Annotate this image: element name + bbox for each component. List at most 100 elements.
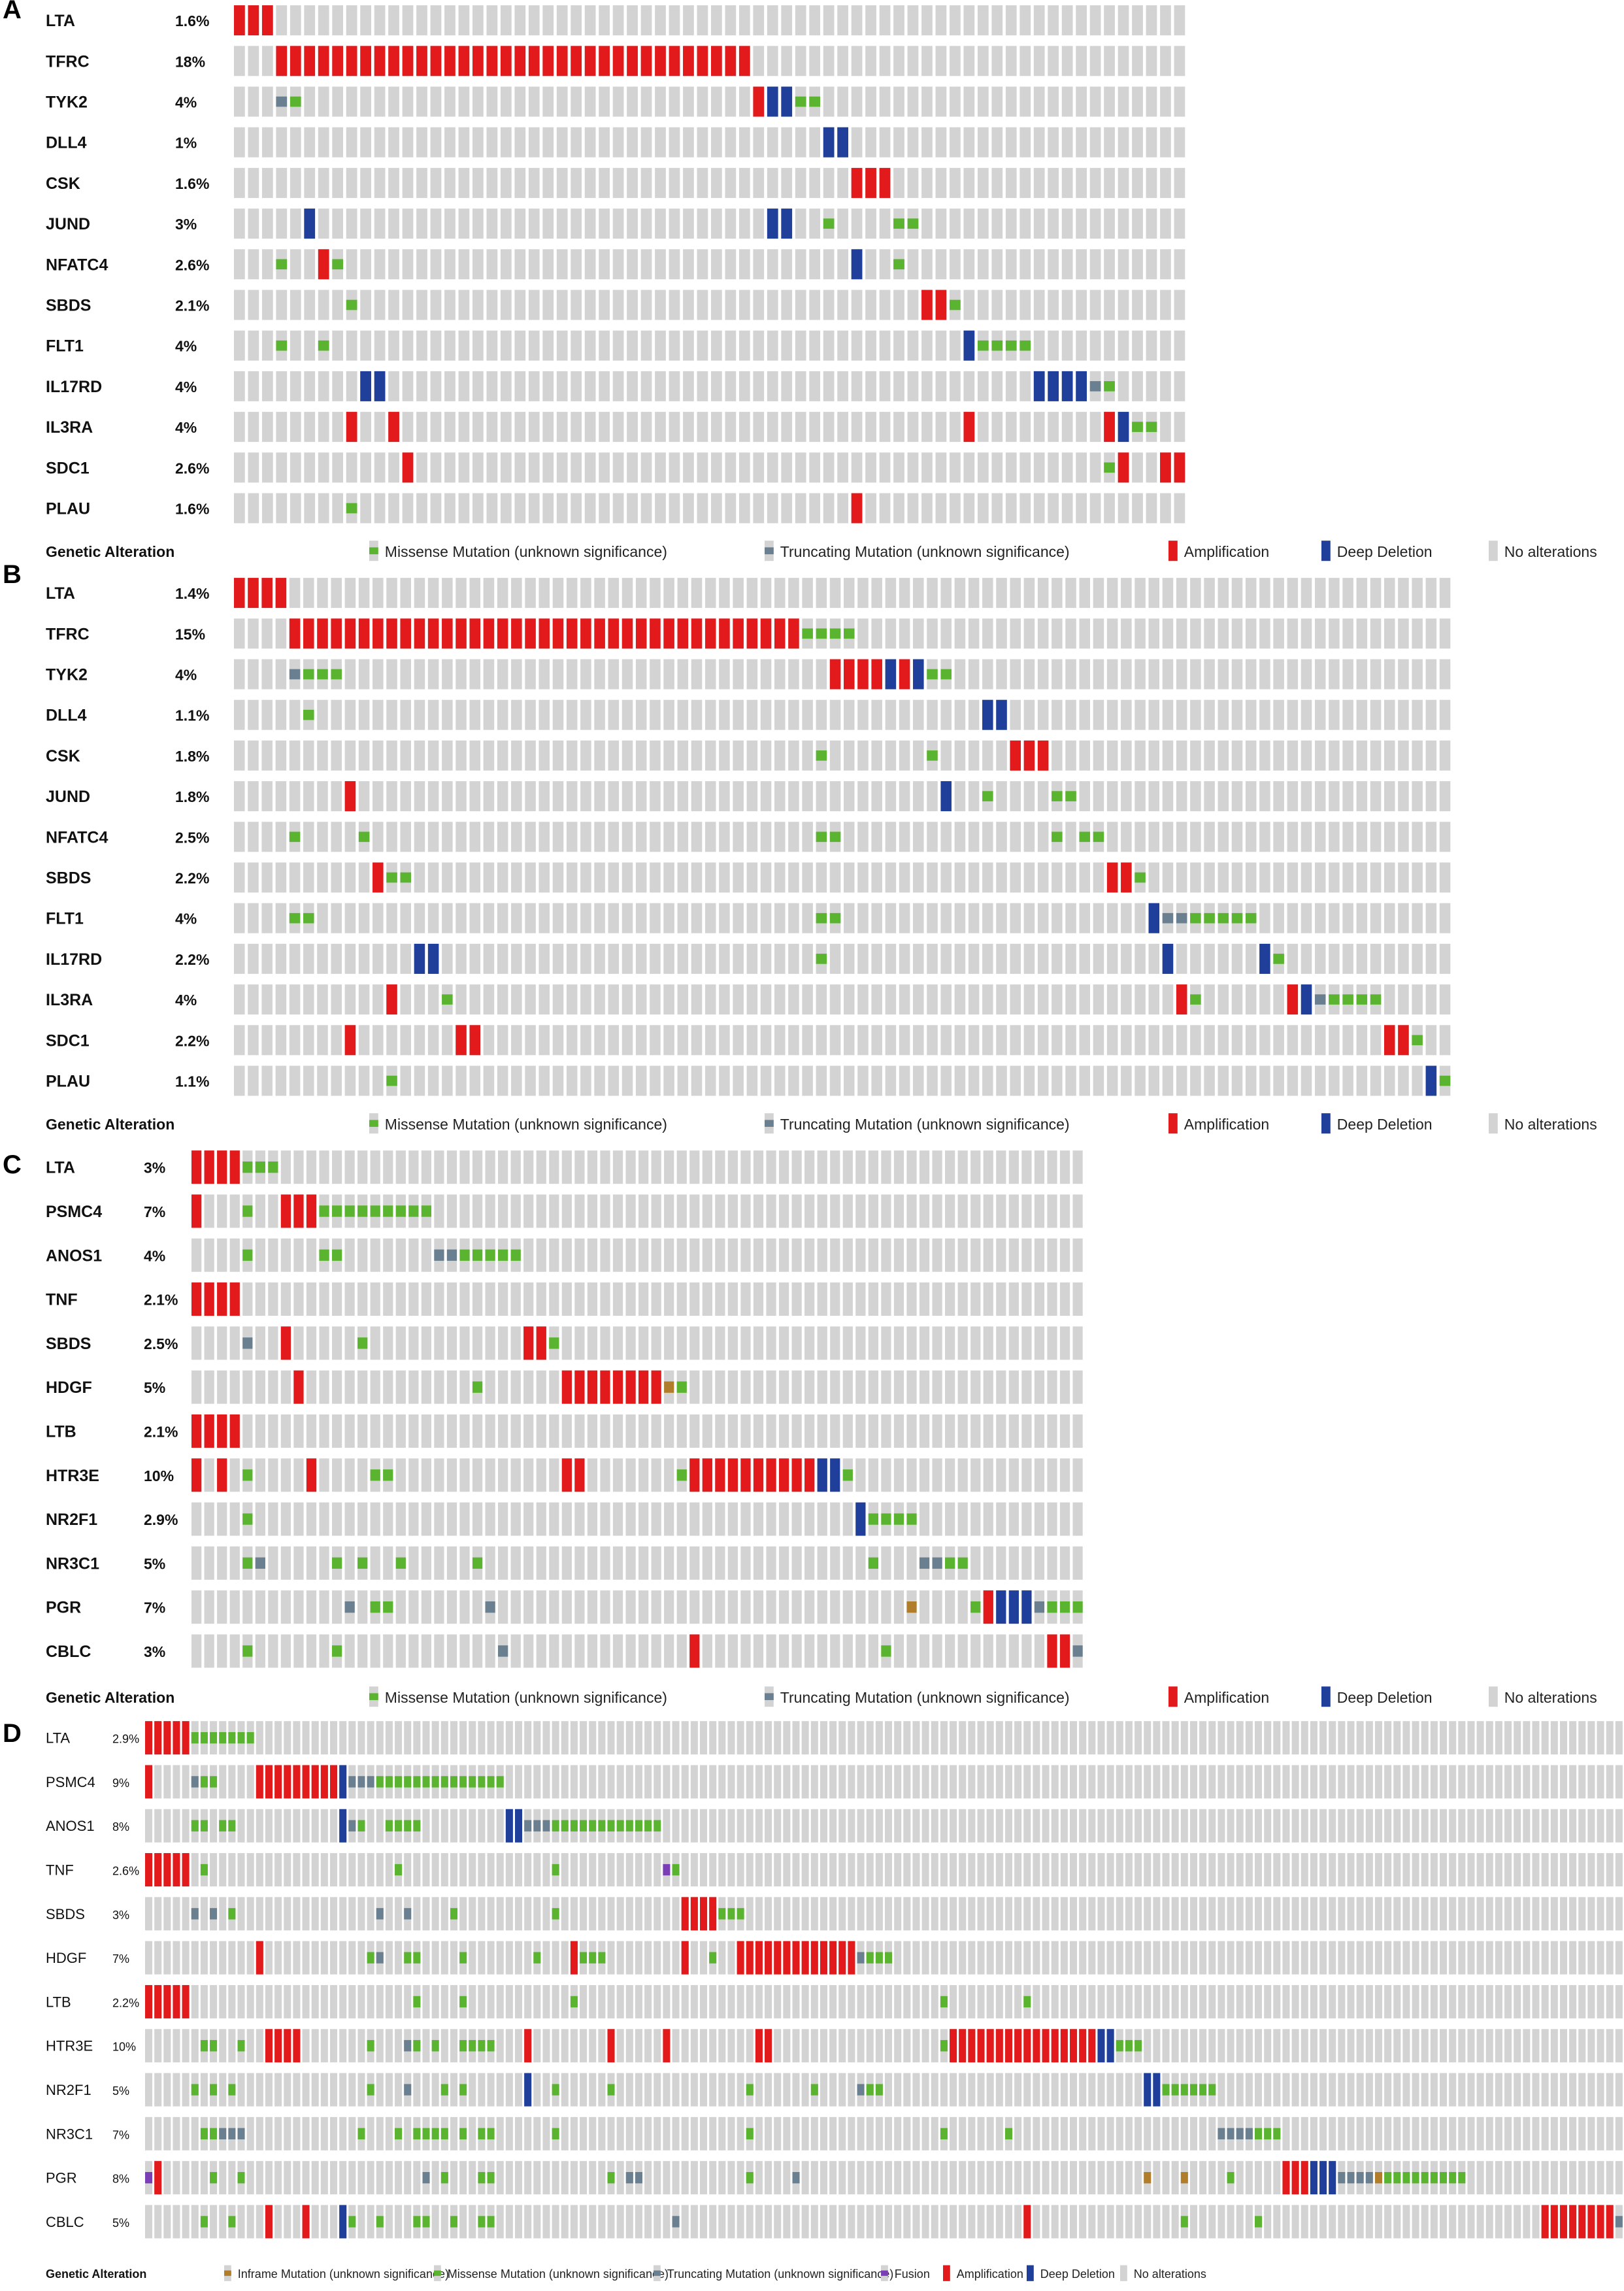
sample-cell bbox=[344, 1458, 355, 1492]
sample-cell bbox=[440, 1897, 448, 1931]
sample-cell bbox=[444, 249, 456, 280]
sample-cell bbox=[357, 1590, 368, 1624]
sample-cell bbox=[1287, 903, 1299, 933]
sample-cell bbox=[1180, 1721, 1188, 1755]
sample-cell bbox=[344, 578, 356, 609]
sample-cell bbox=[1329, 1984, 1336, 2018]
sample-cell bbox=[1259, 578, 1270, 609]
sample-cell bbox=[704, 1065, 716, 1096]
sample-cell bbox=[1255, 1853, 1263, 1887]
sample-cell bbox=[700, 2073, 708, 2107]
sample-cell bbox=[330, 1809, 338, 1843]
cell-amplification bbox=[483, 618, 495, 649]
sample-cell bbox=[1005, 127, 1017, 158]
cell-amplification bbox=[542, 46, 554, 76]
sample-cell bbox=[612, 1282, 623, 1316]
sample-cell bbox=[566, 1065, 578, 1096]
cell-amplification bbox=[145, 1984, 153, 2018]
sample-cell bbox=[983, 1238, 993, 1272]
sample-cell bbox=[556, 86, 568, 117]
sample-cell bbox=[1023, 699, 1035, 730]
sample-cell bbox=[1578, 1853, 1586, 1887]
sample-cell bbox=[788, 862, 799, 893]
sample-cell bbox=[950, 452, 961, 483]
sample-cell bbox=[1146, 209, 1157, 239]
gene-percent: 10% bbox=[112, 2041, 136, 2054]
sample-cell bbox=[1370, 699, 1382, 730]
sample-cell bbox=[644, 1765, 652, 1799]
sample-cell bbox=[1061, 290, 1073, 320]
sample-cell bbox=[416, 412, 427, 443]
sample-cell bbox=[1273, 1721, 1281, 1755]
sample-cell bbox=[816, 1025, 827, 1056]
sample-cell bbox=[346, 167, 357, 198]
sample-cell bbox=[385, 1941, 393, 1975]
sample-cell bbox=[1014, 1897, 1022, 1931]
sample-cell bbox=[505, 2073, 513, 2107]
sample-cell bbox=[995, 2073, 1003, 2107]
sample-cell bbox=[625, 1590, 636, 1624]
sample-cell bbox=[234, 330, 245, 361]
sample-cell bbox=[1070, 1941, 1078, 1975]
sample-cell bbox=[1048, 493, 1059, 524]
sample-cell bbox=[1008, 1194, 1019, 1228]
sample-cell bbox=[740, 1414, 751, 1448]
sample-cell bbox=[608, 903, 620, 933]
sample-cell bbox=[587, 1194, 598, 1228]
sample-cell bbox=[1227, 1721, 1235, 1755]
sample-cell bbox=[842, 1546, 853, 1580]
sample-cell bbox=[725, 452, 737, 483]
sample-cell bbox=[677, 862, 689, 893]
cell-missense bbox=[303, 709, 314, 720]
sample-cell bbox=[1023, 578, 1035, 609]
sample-cell bbox=[635, 578, 647, 609]
sample-cell bbox=[1314, 943, 1326, 974]
sample-cell bbox=[986, 1984, 994, 2018]
sample-cell bbox=[986, 1809, 994, 1843]
sample-cell bbox=[1019, 5, 1031, 36]
sample-cell bbox=[523, 1414, 534, 1448]
sample-cell bbox=[1052, 740, 1063, 771]
sample-cell bbox=[1597, 1809, 1604, 1843]
sample-cell bbox=[725, 127, 737, 158]
sample-cell bbox=[830, 1590, 840, 1624]
sample-cell bbox=[360, 290, 371, 320]
sample-cell bbox=[894, 1853, 902, 1887]
sample-cell bbox=[912, 1941, 920, 1975]
sample-cell bbox=[234, 903, 245, 933]
cell-amplification bbox=[388, 46, 399, 76]
sample-cell bbox=[497, 578, 508, 609]
panel-letter: B bbox=[3, 560, 22, 589]
sample-cell bbox=[542, 209, 554, 239]
sample-cell bbox=[496, 1721, 504, 1755]
sample-cell bbox=[1174, 46, 1185, 76]
cell-amplification bbox=[608, 618, 620, 649]
sample-cell bbox=[612, 412, 624, 443]
sample-cell bbox=[600, 1194, 610, 1228]
sample-cell bbox=[932, 1414, 942, 1448]
sample-cell bbox=[899, 1025, 910, 1056]
sample-cell bbox=[525, 1065, 536, 1096]
sample-cell bbox=[921, 452, 933, 483]
sample-cell bbox=[817, 1194, 827, 1228]
sample-cell bbox=[767, 5, 778, 36]
gene-label: DLL4 bbox=[46, 134, 87, 152]
sample-cell bbox=[318, 493, 329, 524]
sample-cell bbox=[385, 2029, 393, 2063]
cell-missense bbox=[242, 1645, 253, 1657]
sample-cell bbox=[968, 699, 980, 730]
sample-cell bbox=[697, 209, 708, 239]
sample-cell bbox=[261, 371, 273, 401]
sample-cell bbox=[1264, 1809, 1272, 1843]
sample-cell bbox=[607, 1984, 615, 2018]
cell-amplification bbox=[851, 167, 863, 198]
sample-cell bbox=[801, 1853, 809, 1887]
sample-cell bbox=[866, 2029, 874, 2063]
sample-cell bbox=[718, 1765, 726, 1799]
sample-cell bbox=[1093, 578, 1104, 609]
sample-cell bbox=[485, 1546, 495, 1580]
sample-cell bbox=[727, 1326, 738, 1360]
sample-cell bbox=[1310, 1809, 1317, 1843]
sample-cell bbox=[760, 862, 772, 893]
cell-missense bbox=[395, 1205, 406, 1217]
